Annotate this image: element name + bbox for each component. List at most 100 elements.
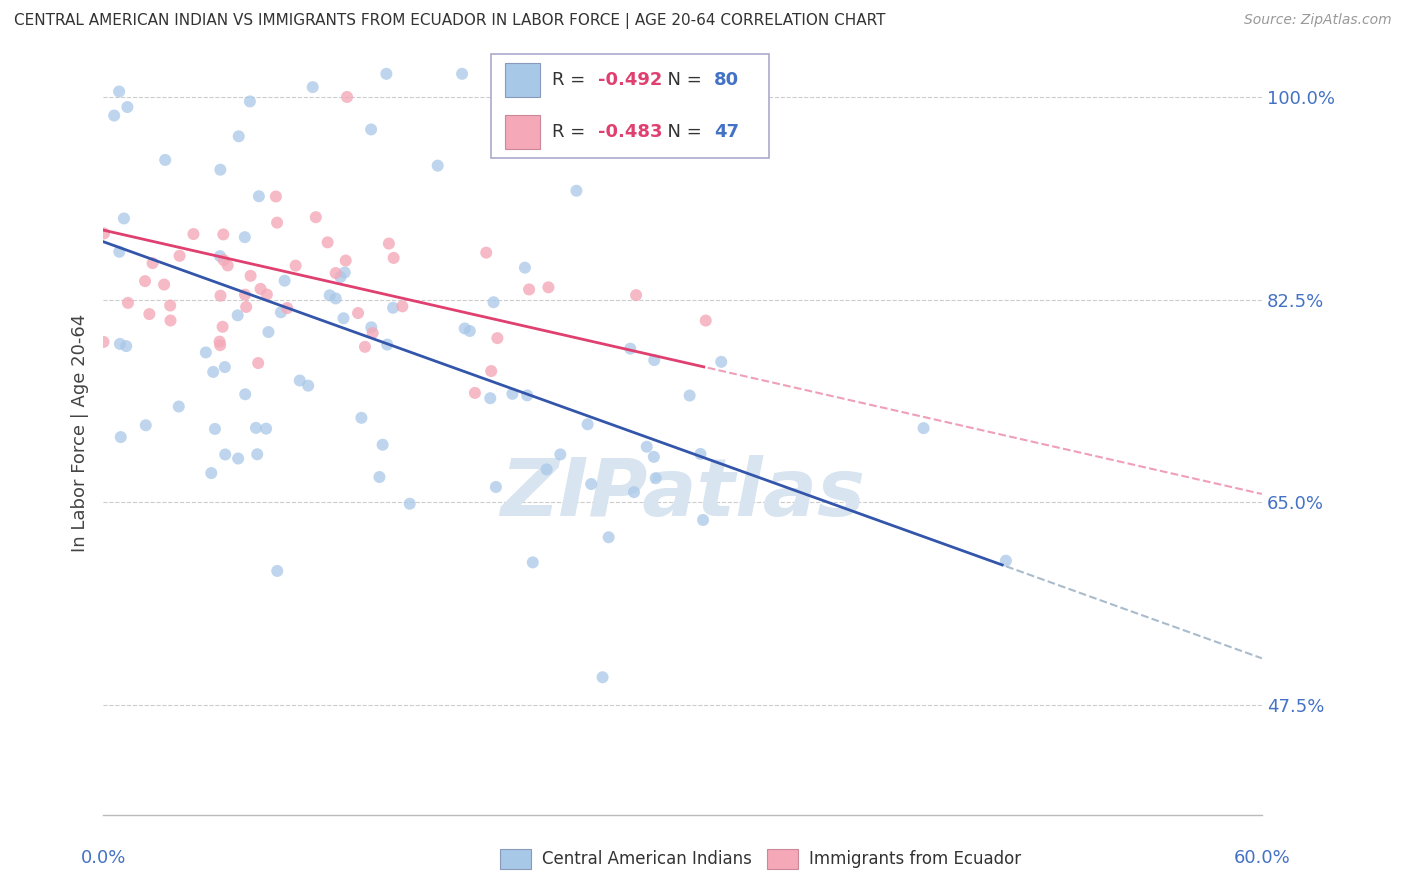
Point — [692, 513, 714, 527]
Point — [183, 227, 205, 241]
Point — [537, 280, 560, 294]
Point — [153, 277, 176, 292]
Point — [112, 211, 135, 226]
Point — [266, 216, 288, 230]
Point — [247, 189, 270, 203]
Point — [329, 270, 352, 285]
Text: -0.483: -0.483 — [598, 123, 662, 141]
Point — [678, 388, 700, 402]
Point — [350, 410, 373, 425]
Point — [347, 306, 370, 320]
Point — [464, 385, 486, 400]
Text: -0.492: -0.492 — [598, 71, 662, 89]
Point — [695, 313, 717, 327]
Point — [522, 555, 544, 569]
Point — [565, 184, 588, 198]
Point — [270, 305, 292, 319]
Point — [204, 422, 226, 436]
Text: ZIPatlas: ZIPatlas — [501, 455, 865, 533]
Text: CENTRAL AMERICAN INDIAN VS IMMIGRANTS FROM ECUADOR IN LABOR FORCE | AGE 20-64 CO: CENTRAL AMERICAN INDIAN VS IMMIGRANTS FR… — [14, 13, 886, 29]
Point — [354, 340, 377, 354]
Point — [643, 450, 665, 464]
Point — [108, 244, 131, 259]
Point — [209, 289, 232, 303]
Point — [333, 265, 356, 279]
Point — [235, 300, 257, 314]
Point — [115, 339, 138, 353]
Point — [382, 251, 405, 265]
Text: R =: R = — [551, 123, 591, 141]
Point — [103, 109, 125, 123]
Point — [550, 447, 572, 461]
Point — [501, 387, 523, 401]
Point — [93, 334, 115, 349]
Point — [108, 337, 131, 351]
Point — [276, 301, 298, 315]
Text: Central American Indians: Central American Indians — [541, 850, 752, 868]
Point — [117, 100, 139, 114]
Point — [912, 421, 935, 435]
Point — [153, 153, 176, 167]
Text: N =: N = — [655, 123, 707, 141]
Point — [368, 470, 391, 484]
FancyBboxPatch shape — [491, 54, 769, 158]
Point — [194, 345, 217, 359]
FancyBboxPatch shape — [505, 63, 540, 97]
Point — [266, 564, 288, 578]
Point — [485, 480, 508, 494]
Point — [336, 90, 359, 104]
Text: 0.0%: 0.0% — [80, 849, 125, 867]
Point — [209, 162, 232, 177]
Point — [426, 159, 449, 173]
Point — [159, 313, 181, 327]
Point — [643, 353, 665, 368]
Point — [360, 320, 382, 334]
Point — [360, 122, 382, 136]
Point — [479, 391, 502, 405]
Point — [453, 321, 475, 335]
Point — [200, 466, 222, 480]
Point — [108, 85, 131, 99]
Point — [110, 430, 132, 444]
Text: Source: ZipAtlas.com: Source: ZipAtlas.com — [1244, 13, 1392, 28]
Point — [249, 282, 271, 296]
Point — [644, 471, 666, 485]
Point — [482, 295, 505, 310]
Point — [246, 447, 269, 461]
Point — [169, 249, 191, 263]
Point — [135, 418, 157, 433]
Point — [254, 422, 277, 436]
Point — [516, 388, 538, 402]
Point — [233, 387, 256, 401]
Point — [623, 485, 645, 500]
Text: N =: N = — [655, 71, 707, 89]
Point — [264, 189, 287, 203]
Point — [233, 287, 256, 301]
Point — [576, 417, 599, 432]
Point — [93, 227, 115, 241]
Point — [256, 287, 278, 301]
Point — [214, 360, 236, 375]
Point — [159, 299, 181, 313]
Point — [239, 268, 262, 283]
Point — [636, 440, 658, 454]
Point — [619, 342, 641, 356]
Point — [228, 129, 250, 144]
Point — [391, 299, 413, 313]
Point — [316, 235, 339, 250]
Point — [257, 325, 280, 339]
Point — [318, 288, 340, 302]
Point — [134, 274, 156, 288]
Point — [398, 497, 420, 511]
Point — [202, 365, 225, 379]
Text: R =: R = — [551, 71, 591, 89]
Point — [245, 421, 267, 435]
Point — [208, 334, 231, 349]
Point — [371, 438, 394, 452]
Point — [332, 311, 354, 326]
Point — [382, 301, 405, 315]
Point — [361, 326, 384, 340]
FancyBboxPatch shape — [505, 115, 540, 149]
Point — [994, 554, 1017, 568]
Point — [273, 274, 295, 288]
